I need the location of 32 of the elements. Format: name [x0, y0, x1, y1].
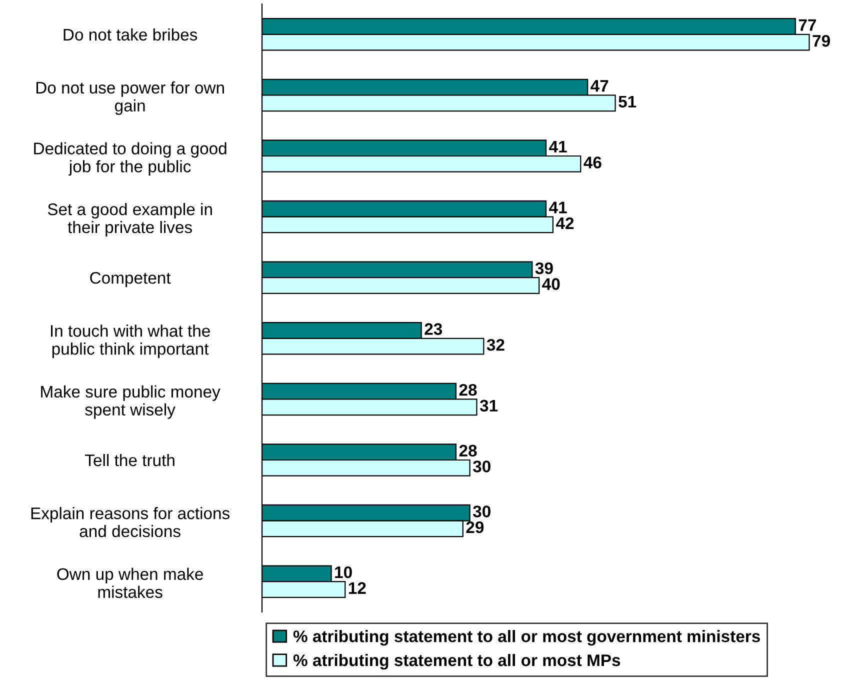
data-label: 47 [590, 80, 608, 92]
data-label: 12 [348, 582, 366, 594]
data-label: 51 [618, 96, 636, 108]
data-label: 46 [584, 156, 602, 168]
data-label: 77 [798, 19, 816, 31]
data-label: 40 [542, 278, 560, 290]
data-label: 41 [549, 140, 567, 152]
data-label: 31 [480, 400, 498, 412]
data-label: 41 [549, 202, 567, 214]
data-label: 30 [472, 506, 490, 518]
data-label: 28 [459, 384, 477, 396]
y-tick-label: Own up when make mistakes [57, 568, 203, 598]
data-label: 10 [335, 566, 352, 578]
data-label: 42 [556, 217, 574, 230]
data-label: 39 [535, 262, 553, 274]
data-label: 29 [466, 521, 484, 534]
y-tick-label: In touch with what the public think important [50, 324, 210, 358]
data-label: 30 [472, 460, 490, 472]
y-tick-label: Dedicated to doing a good job for the public [34, 142, 226, 176]
y-tick-label: Set a good example in their private lives [48, 202, 212, 236]
y-tick-label: Explain reasons for actions and decisions [31, 506, 230, 538]
legend-label: % atributing statement to all or most MPs [293, 654, 620, 670]
y-tick-label: Tell the truth [85, 454, 174, 466]
y-tick-label: Do not use power for own gain [36, 81, 224, 115]
y-tick-label: Competent [90, 272, 171, 288]
y-tick-label: Do not take bribes [64, 28, 198, 41]
data-label: 23 [424, 323, 442, 335]
legend-label: % atributing statement to all or most government ministers [293, 630, 760, 646]
data-label: 32 [486, 338, 504, 351]
data-label: 79 [812, 34, 830, 47]
y-tick-label: Make sure public money spent wisely [41, 385, 220, 419]
data-label: 28 [459, 444, 477, 457]
